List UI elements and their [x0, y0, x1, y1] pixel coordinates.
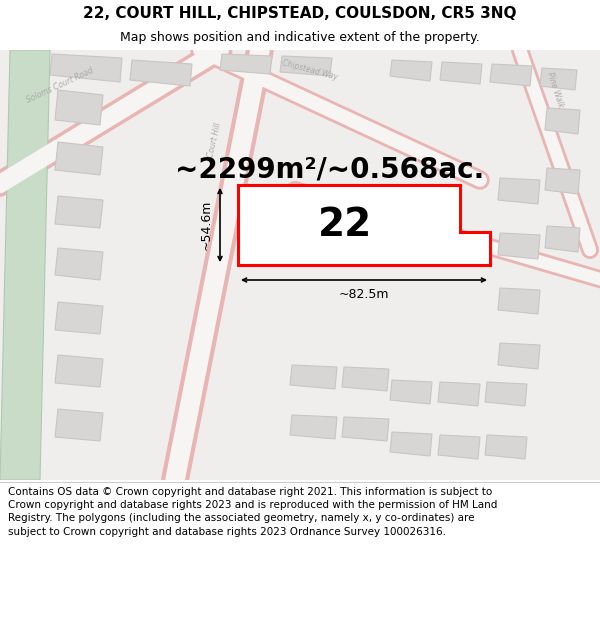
Polygon shape — [438, 435, 480, 459]
Polygon shape — [342, 417, 389, 441]
Polygon shape — [55, 142, 103, 175]
Polygon shape — [50, 54, 122, 82]
Polygon shape — [342, 367, 389, 391]
Text: Chipstead Way: Chipstead Way — [281, 58, 339, 82]
Polygon shape — [440, 62, 482, 84]
Polygon shape — [438, 382, 480, 406]
Polygon shape — [390, 380, 432, 404]
Polygon shape — [498, 178, 540, 204]
Text: Soloms Court Road: Soloms Court Road — [25, 66, 95, 104]
Polygon shape — [390, 432, 432, 456]
Text: Map shows position and indicative extent of the property.: Map shows position and indicative extent… — [120, 31, 480, 44]
Polygon shape — [545, 226, 580, 252]
Text: Pine Walk: Pine Walk — [545, 71, 565, 109]
Polygon shape — [55, 355, 103, 387]
Text: ~82.5m: ~82.5m — [339, 288, 389, 301]
Text: Chipstead Way: Chipstead Way — [391, 184, 449, 206]
Polygon shape — [390, 60, 432, 81]
Polygon shape — [545, 168, 580, 194]
Polygon shape — [540, 68, 577, 90]
Polygon shape — [485, 435, 527, 459]
Polygon shape — [130, 60, 192, 86]
Polygon shape — [55, 90, 103, 125]
Polygon shape — [290, 415, 337, 439]
Polygon shape — [238, 185, 490, 265]
Polygon shape — [55, 248, 103, 280]
Polygon shape — [55, 196, 103, 228]
Polygon shape — [55, 409, 103, 441]
Polygon shape — [290, 365, 337, 389]
Text: Contains OS data © Crown copyright and database right 2021. This information is : Contains OS data © Crown copyright and d… — [8, 487, 497, 537]
Polygon shape — [280, 56, 332, 76]
Text: ~2299m²/~0.568ac.: ~2299m²/~0.568ac. — [175, 156, 485, 184]
Polygon shape — [498, 343, 540, 369]
Polygon shape — [0, 50, 50, 480]
Polygon shape — [490, 64, 532, 86]
Polygon shape — [498, 233, 540, 259]
Polygon shape — [220, 54, 272, 74]
Polygon shape — [498, 288, 540, 314]
Text: 22: 22 — [318, 206, 372, 244]
Polygon shape — [55, 302, 103, 334]
Text: 22, COURT HILL, CHIPSTEAD, COULSDON, CR5 3NQ: 22, COURT HILL, CHIPSTEAD, COULSDON, CR5… — [83, 6, 517, 21]
Polygon shape — [485, 382, 527, 406]
Text: Court Hill: Court Hill — [206, 122, 223, 158]
Polygon shape — [545, 108, 580, 134]
Text: ~54.6m: ~54.6m — [199, 200, 212, 250]
